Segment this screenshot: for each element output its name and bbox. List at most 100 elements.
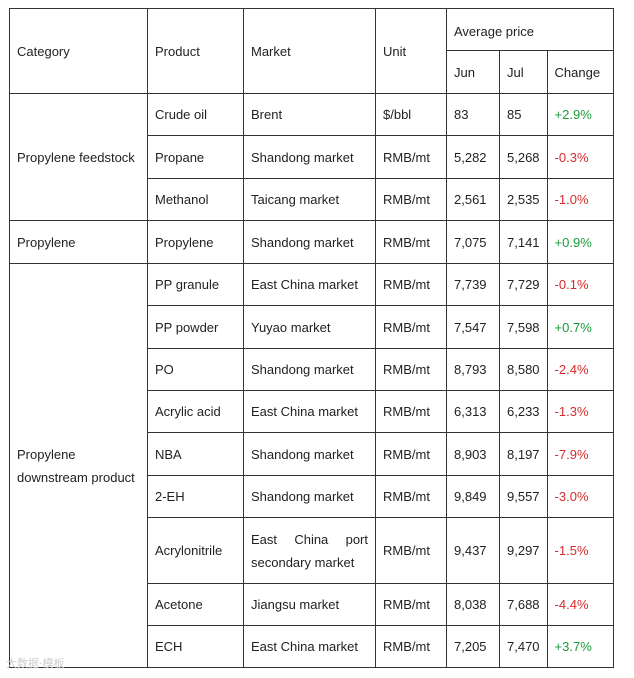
market-cell: East China market (243, 625, 376, 668)
change-cell: -0.3% (546, 135, 614, 179)
jun-cell: 83 (446, 93, 500, 136)
jul-cell: 2,535 (499, 178, 548, 221)
table-row: ECH East China market RMB/mt 7,205 7,470… (10, 625, 614, 668)
change-cell: -1.3% (546, 390, 614, 433)
table-row: Propane Shandong market RMB/mt 5,282 5,2… (10, 135, 614, 179)
unit-cell: RMB/mt (375, 135, 447, 179)
market-cell: Shandong market (243, 432, 376, 476)
unit-cell: RMB/mt (375, 432, 447, 476)
jun-cell: 5,282 (446, 135, 500, 179)
product-cell: Methanol (147, 178, 244, 221)
unit-cell: RMB/mt (375, 517, 447, 584)
change-cell: -1.0% (546, 178, 614, 221)
market-cell: Brent (243, 93, 376, 136)
header-change: Change (546, 50, 614, 94)
change-cell: -2.4% (546, 348, 614, 391)
product-cell: ECH (147, 625, 244, 668)
market-cell: Shandong market (243, 220, 376, 264)
jul-cell: 7,688 (499, 583, 548, 626)
header-market: Market (243, 8, 376, 94)
market-cell: East China market (243, 263, 376, 306)
unit-cell: RMB/mt (375, 583, 447, 626)
jul-cell: 8,197 (499, 432, 548, 476)
market-cell: Shandong market (243, 348, 376, 391)
market-cell: Jiangsu market (243, 583, 376, 626)
change-cell: -1.5% (546, 517, 614, 584)
market-cell: Shandong market (243, 475, 376, 518)
unit-cell: RMB/mt (375, 178, 447, 221)
jul-cell: 85 (499, 93, 548, 136)
unit-cell: RMB/mt (375, 220, 447, 264)
table-row: Acrylonitrile East China port secondary … (10, 517, 614, 584)
change-cell: -0.1% (546, 263, 614, 306)
jun-cell: 7,547 (446, 305, 500, 349)
table-row: PO Shandong market RMB/mt 8,793 8,580 -2… (10, 348, 614, 391)
header-product: Product (147, 8, 244, 94)
jun-cell: 9,437 (446, 517, 500, 584)
table-row: Propylene feedstock Crude oil Brent $/bb… (9, 93, 614, 221)
market-cell: East China port secondary market (243, 517, 376, 584)
product-cell: Acrylonitrile (147, 517, 244, 584)
product-cell: PO (147, 348, 244, 391)
change-cell: +3.7% (546, 625, 614, 668)
table-row: Acrylic acid East China market RMB/mt 6,… (10, 390, 614, 433)
table-row: Acetone Jiangsu market RMB/mt 8,038 7,68… (10, 583, 614, 626)
jun-cell: 7,075 (446, 220, 500, 264)
change-cell: +2.9% (546, 93, 614, 136)
header-jun: Jun (446, 50, 500, 94)
header-category: Category (9, 8, 148, 94)
market-cell: Taicang market (243, 178, 376, 221)
header-unit: Unit (375, 8, 447, 94)
unit-cell: RMB/mt (375, 475, 447, 518)
unit-cell: RMB/mt (375, 348, 447, 391)
change-cell: +0.7% (546, 305, 614, 349)
jun-cell: 6,313 (446, 390, 500, 433)
table-row: PP powder Yuyao market RMB/mt 7,547 7,59… (10, 305, 614, 349)
unit-cell: RMB/mt (375, 625, 447, 668)
change-cell: -4.4% (546, 583, 614, 626)
header-average-price: Average price (446, 8, 614, 51)
jun-cell: 7,205 (446, 625, 500, 668)
product-cell: Crude oil (147, 93, 244, 136)
market-cell: Shandong market (243, 135, 376, 179)
jun-cell: 8,903 (446, 432, 500, 476)
jun-cell: 7,739 (446, 263, 500, 306)
jul-cell: 5,268 (499, 135, 548, 179)
product-cell: NBA (147, 432, 244, 476)
product-cell: 2-EH (147, 475, 244, 518)
price-table: Category Product Market Unit Average pri… (9, 8, 614, 668)
table-row: Methanol Taicang market RMB/mt 2,561 2,5… (10, 178, 614, 221)
jul-cell: 6,233 (499, 390, 548, 433)
jul-cell: 9,557 (499, 475, 548, 518)
category-line: downstream product (17, 469, 135, 485)
unit-cell: $/bbl (375, 93, 447, 136)
jul-cell: 7,598 (499, 305, 548, 349)
jun-cell: 9,849 (446, 475, 500, 518)
change-cell: -3.0% (546, 475, 614, 518)
product-cell: PP granule (147, 263, 244, 306)
change-cell: +0.9% (546, 220, 614, 264)
jul-cell: 9,297 (499, 517, 548, 584)
jun-cell: 8,793 (446, 348, 500, 391)
jun-cell: 2,561 (446, 178, 500, 221)
category-cell: Propylene downstream product (9, 263, 148, 668)
table-row: Propylene downstream product PP granule … (9, 263, 614, 668)
jul-cell: 8,580 (499, 348, 548, 391)
jun-cell: 8,038 (446, 583, 500, 626)
unit-cell: RMB/mt (375, 263, 447, 306)
product-cell: Propane (147, 135, 244, 179)
table-row: NBA Shandong market RMB/mt 8,903 8,197 -… (10, 432, 614, 476)
table-row: 2-EH Shandong market RMB/mt 9,849 9,557 … (10, 475, 614, 518)
product-cell: PP powder (147, 305, 244, 349)
jul-cell: 7,470 (499, 625, 548, 668)
table-row: Propylene Propylene Shandong market RMB/… (9, 220, 614, 264)
product-cell: Acrylic acid (147, 390, 244, 433)
category-line: Propylene (17, 446, 76, 462)
jul-cell: 7,729 (499, 263, 548, 306)
market-cell: Yuyao market (243, 305, 376, 349)
category-cell: Propylene feedstock (9, 93, 148, 221)
category-cell: Propylene (9, 220, 148, 264)
header-jul: Jul (499, 50, 548, 94)
unit-cell: RMB/mt (375, 305, 447, 349)
change-cell: -7.9% (546, 432, 614, 476)
